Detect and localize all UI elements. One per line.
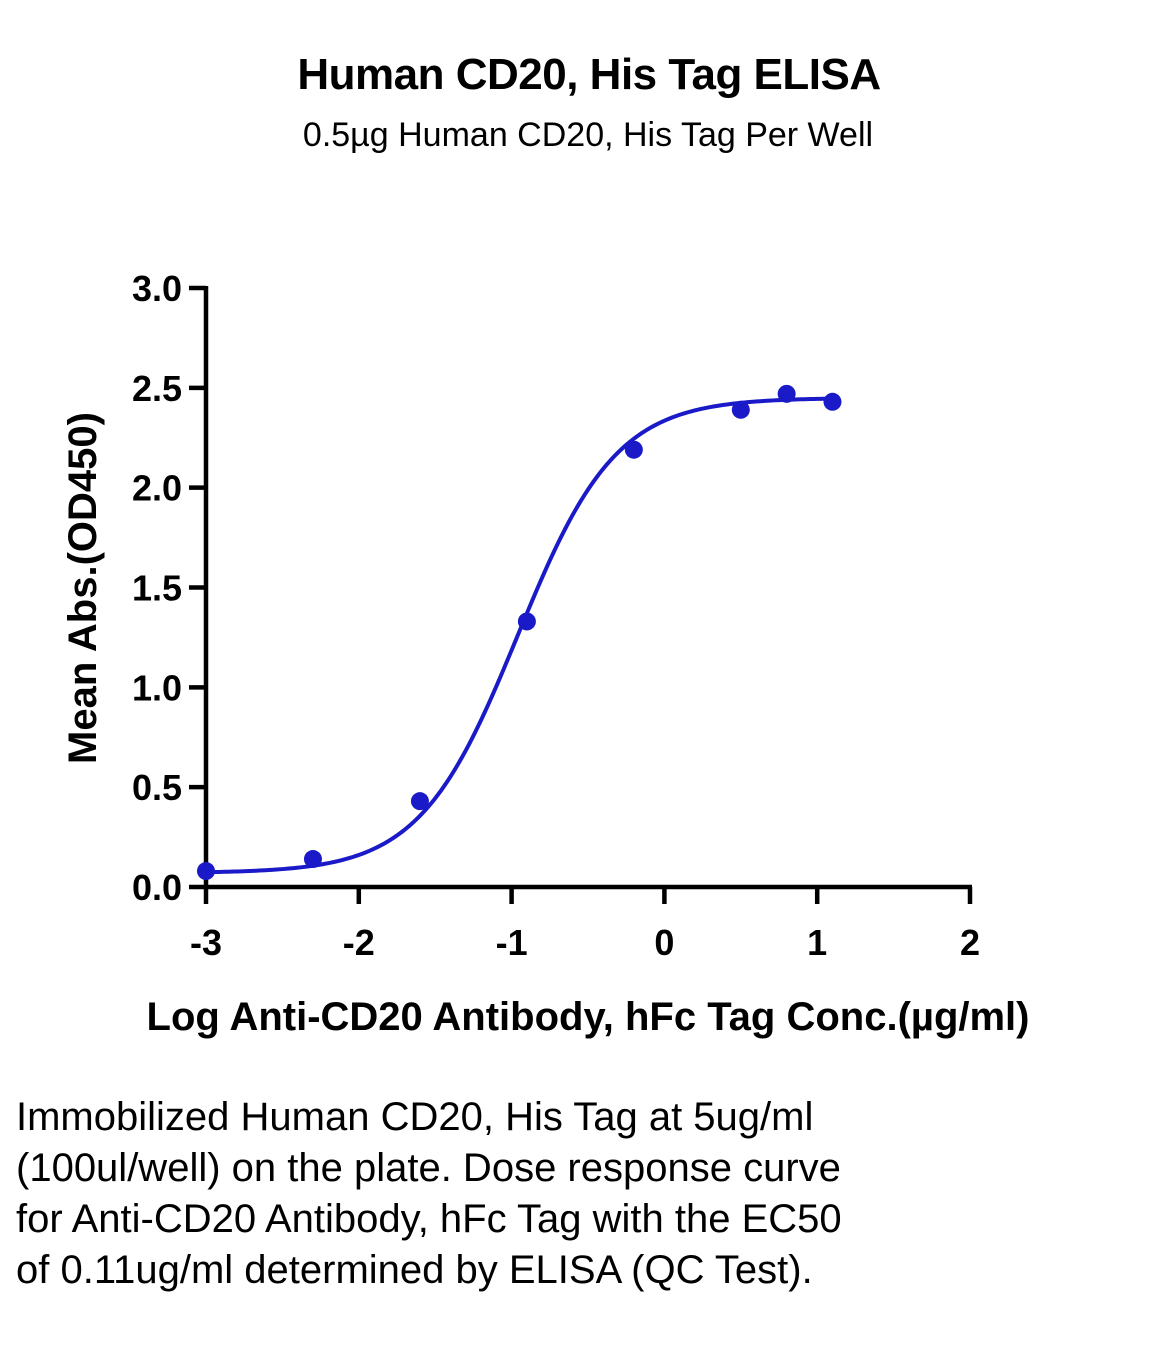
x-tick-label: 2 xyxy=(960,922,980,963)
x-axis-label: Log Anti-CD20 Antibody, hFc Tag Conc.(µg… xyxy=(147,995,1030,1039)
chart: 0.0 0.5 1.0 1.5 2.0 2.5 3.0 -3 -2 -1 0 1 2 Log Anti-… xyxy=(61,268,1030,1039)
x-tick-label: 0 xyxy=(654,922,674,963)
data-point xyxy=(624,440,643,459)
axes xyxy=(189,285,973,904)
x-tick-label: -1 xyxy=(496,922,528,963)
data-point xyxy=(197,862,215,881)
data-point xyxy=(777,384,796,403)
y-axis-label: Mean Abs.(OD450) xyxy=(61,412,105,764)
data-point xyxy=(823,392,842,411)
data-point xyxy=(517,612,536,631)
y-tick-label: 0.0 xyxy=(132,867,182,908)
y-tick-label: 0.5 xyxy=(132,767,182,808)
y-tick-label: 3.0 xyxy=(132,268,182,309)
y-tick-label: 1.5 xyxy=(132,568,182,609)
data-point xyxy=(731,400,750,419)
y-tick-label: 2.0 xyxy=(132,468,182,509)
data-point xyxy=(410,792,429,811)
fit-curve xyxy=(205,396,833,875)
y-tick-label: 2.5 xyxy=(132,368,182,409)
data-points xyxy=(197,384,842,881)
data-point xyxy=(303,850,322,869)
chart-subtitle: 0.5µg Human CD20, His Tag Per Well xyxy=(302,116,874,154)
tick-labels: 0.0 0.5 1.0 1.5 2.0 2.5 3.0 -3 -2 -1 0 1 2 xyxy=(132,268,980,963)
x-tick-label: -2 xyxy=(343,922,375,963)
chart-title: Human CD20, His Tag ELISA xyxy=(297,50,881,99)
caption-text: Immobilized Human CD20, His Tag at 5ug/m… xyxy=(16,1095,842,1292)
y-tick-label: 1.0 xyxy=(132,667,182,708)
x-tick-label: -3 xyxy=(190,922,222,963)
x-tick-label: 1 xyxy=(807,922,827,963)
fit-curve-layer xyxy=(205,396,833,875)
